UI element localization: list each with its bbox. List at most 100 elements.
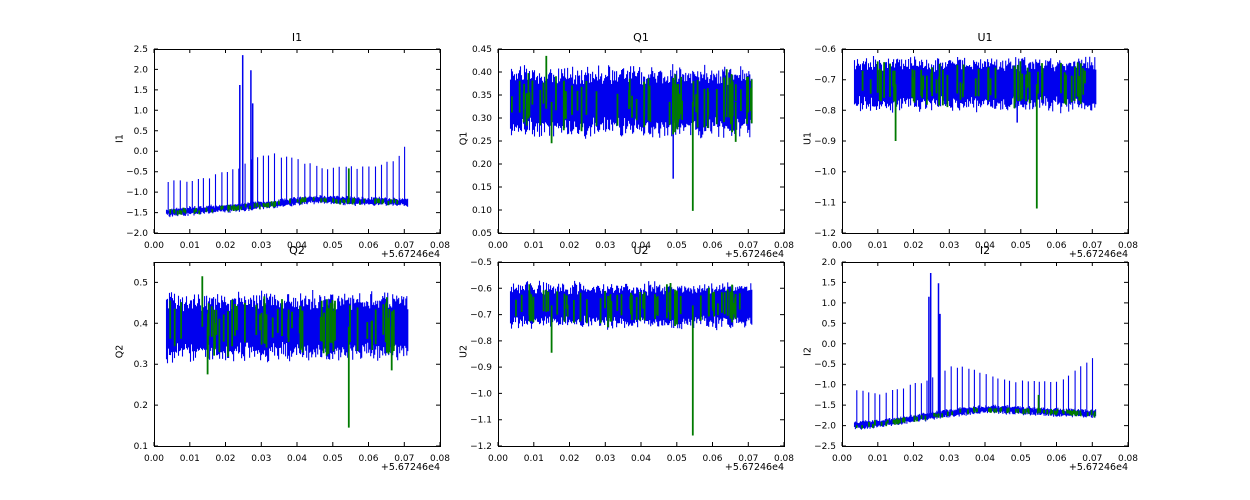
panel-title-q2: Q2 bbox=[289, 244, 305, 257]
q1-y-tick-label: 0.40 bbox=[472, 68, 492, 78]
i2-x-tick-label: 0.04 bbox=[975, 454, 995, 464]
i2-x-tick-label: 0.05 bbox=[1011, 454, 1031, 464]
i1-y-tick-label: −1.0 bbox=[126, 188, 148, 198]
y-axis-label-u1: U1 bbox=[802, 132, 814, 145]
i1-x-tick-label: 0.01 bbox=[180, 241, 200, 251]
q1-x-tick-label: 0.08 bbox=[774, 241, 794, 251]
u1-y-tick-label: −1.1 bbox=[814, 198, 836, 208]
i2-x-tick-label: 0.06 bbox=[1046, 454, 1066, 464]
q1-x-tick-label: 0.04 bbox=[631, 241, 651, 251]
panel-title-q1: Q1 bbox=[633, 31, 649, 44]
i2-x-tick-label: 0.00 bbox=[832, 454, 852, 464]
i2-y-tick-label: −2.0 bbox=[814, 422, 836, 432]
i2-y-tick-label: 2.0 bbox=[822, 258, 837, 268]
panel-title-u1: U1 bbox=[977, 31, 993, 44]
i2-spikes-blue bbox=[928, 273, 941, 417]
u1-y-tick-label: −0.9 bbox=[814, 137, 836, 147]
q1-x-tick-label: 0.01 bbox=[524, 241, 544, 251]
i1-spikes-blue bbox=[239, 55, 254, 207]
panel-title-i1: I1 bbox=[291, 31, 303, 44]
q2-x-tick-label: 0.01 bbox=[180, 454, 200, 464]
u1-x-tick-label: 0.07 bbox=[1082, 241, 1102, 251]
q1-y-tick-label: 0.35 bbox=[472, 91, 492, 101]
i2-y-tick-label: 1.0 bbox=[822, 299, 837, 309]
q2-x-tick-label: 0.04 bbox=[287, 454, 307, 464]
u2-x-tick-label: 0.00 bbox=[488, 454, 508, 464]
q2-tick-marks bbox=[153, 262, 441, 447]
u2-x-tick-label: 0.04 bbox=[631, 454, 651, 464]
u2-x-tick-label: 0.06 bbox=[702, 454, 722, 464]
u2-y-tick-label: −0.6 bbox=[470, 284, 492, 294]
u1-series-green bbox=[861, 61, 1086, 209]
i2-x-tick-label: 0.01 bbox=[868, 454, 888, 464]
q1-x-tick-label: 0.05 bbox=[667, 241, 687, 251]
u1-x-tick-label: 0.05 bbox=[1011, 241, 1031, 251]
u2-x-tick-label: 0.08 bbox=[774, 454, 794, 464]
x-offset-label-q1: +5.67246e4 bbox=[724, 249, 784, 260]
i2-x-tick-label: 0.08 bbox=[1118, 454, 1138, 464]
u1-y-tick-label: −0.6 bbox=[814, 45, 836, 55]
i2-y-tick-label: 1.5 bbox=[822, 278, 836, 288]
panel-title-u2: U2 bbox=[633, 244, 649, 257]
u2-tick-marks bbox=[497, 261, 785, 447]
i1-y-tick-label: 0.0 bbox=[134, 147, 149, 157]
i2-x-tick-label: 0.07 bbox=[1082, 454, 1102, 464]
u2-x-tick-label: 0.01 bbox=[524, 454, 544, 464]
q1-x-tick-label: 0.00 bbox=[488, 241, 508, 251]
q1-y-tick-label: 0.45 bbox=[472, 45, 492, 55]
q1-y-tick-label: 0.30 bbox=[472, 114, 492, 124]
i1-y-tick-label: 1.0 bbox=[134, 106, 149, 116]
i1-y-tick-label: 0.5 bbox=[134, 127, 148, 137]
panel-i2: 0.00 0.01 0.02 0.03 0.04 0.05 0.06 0.07 0.08 2.0 1… bbox=[814, 258, 1138, 464]
i1-y-tick-label: 1.5 bbox=[134, 86, 148, 96]
x-offset-label-i1: +5.67246e4 bbox=[380, 249, 440, 260]
q1-y-tick-label: 0.20 bbox=[472, 160, 492, 170]
panel-i1: 0.00 0.01 0.02 0.03 0.04 0.05 0.06 0.07 0.08 2.5 2… bbox=[126, 45, 450, 251]
x-offset-label-q2: +5.67246e4 bbox=[380, 462, 440, 473]
panel-u2: 0.00 0.01 0.02 0.03 0.04 0.05 0.06 0.07 0.08 −0.5… bbox=[470, 258, 794, 464]
u2-y-tick-label: −1.1 bbox=[470, 416, 492, 426]
i2-y-tick-label: −2.5 bbox=[814, 442, 836, 452]
x-offset-label-u2: +5.67246e4 bbox=[724, 462, 784, 473]
q1-x-tick-label: 0.02 bbox=[559, 241, 579, 251]
i1-series-green bbox=[169, 168, 399, 216]
x-offset-label-i2: +5.67246e4 bbox=[1068, 462, 1128, 473]
q2-y-tick-label: 0.1 bbox=[134, 442, 148, 452]
u1-x-tick-label: 0.00 bbox=[832, 241, 852, 251]
u2-y-tick-label: −1.0 bbox=[470, 389, 492, 399]
i1-tick-marks bbox=[153, 48, 441, 234]
u1-tick-marks bbox=[841, 48, 1129, 234]
i2-y-tick-label: 0.5 bbox=[822, 319, 836, 329]
u1-y-tick-label: −0.8 bbox=[814, 106, 836, 116]
i1-x-tick-label: 0.05 bbox=[323, 241, 343, 251]
i1-y-tick-label: −0.5 bbox=[126, 168, 148, 178]
i1-x-tick-label: 0.07 bbox=[394, 241, 414, 251]
i2-y-tick-label: −1.5 bbox=[814, 401, 836, 411]
u1-x-tick-label: 0.04 bbox=[975, 241, 995, 251]
i1-y-tick-label: 2.5 bbox=[134, 45, 148, 55]
q2-x-tick-label: 0.02 bbox=[215, 454, 235, 464]
u2-x-tick-label: 0.05 bbox=[667, 454, 687, 464]
q1-x-tick-label: 0.06 bbox=[702, 241, 722, 251]
q2-y-tick-label: 0.5 bbox=[134, 278, 148, 288]
u1-x-tick-label: 0.01 bbox=[868, 241, 888, 251]
u2-series-green bbox=[515, 283, 741, 436]
q2-x-tick-label: 0.06 bbox=[358, 454, 378, 464]
u1-x-tick-label: 0.08 bbox=[1118, 241, 1138, 251]
q2-y-tick-label: 0.2 bbox=[134, 401, 148, 411]
q1-y-tick-label: 0.05 bbox=[472, 229, 492, 239]
u1-x-tick-label: 0.03 bbox=[939, 241, 959, 251]
i2-y-tick-label: −1.0 bbox=[814, 381, 836, 391]
u1-y-tick-label: −0.7 bbox=[814, 76, 836, 86]
i1-axes-frame bbox=[154, 49, 441, 234]
y-axis-label-q2: Q2 bbox=[114, 344, 126, 359]
u1-x-tick-label: 0.02 bbox=[903, 241, 923, 251]
panel-q1: 0.00 0.01 0.02 0.03 0.04 0.05 0.06 0.07 0.08 0.45… bbox=[472, 45, 794, 251]
i1-x-tick-label: 0.04 bbox=[287, 241, 307, 251]
u2-y-tick-label: −0.8 bbox=[470, 337, 492, 347]
i1-x-tick-label: 0.03 bbox=[251, 241, 271, 251]
q2-x-tick-label: 0.08 bbox=[430, 454, 450, 464]
panel-q2: 0.00 0.01 0.02 0.03 0.04 0.05 0.06 0.07 0.08 0.5 0… bbox=[134, 262, 450, 464]
